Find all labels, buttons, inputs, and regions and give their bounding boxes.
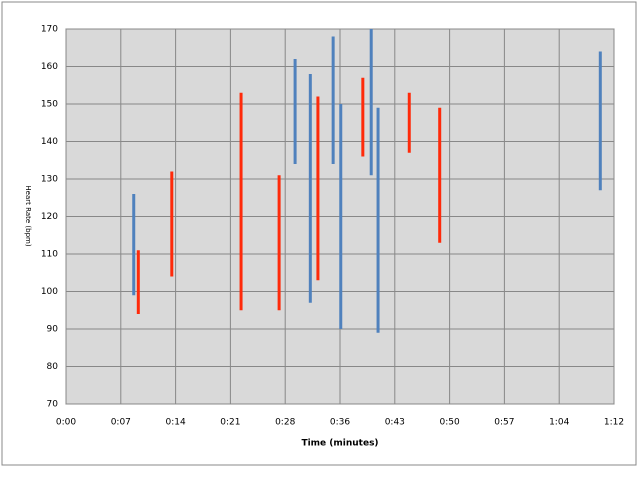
- y-tick-label: 140: [41, 137, 58, 147]
- y-tick-label: 100: [41, 287, 58, 297]
- x-axis-label: Time (minutes): [301, 439, 378, 449]
- y-tick-label: 150: [41, 100, 58, 110]
- x-tick-label: 1:12: [604, 418, 624, 428]
- x-tick-label: 0:28: [275, 418, 295, 428]
- y-tick-label: 170: [41, 25, 58, 35]
- y-tick-label: 80: [47, 362, 59, 372]
- y-tick-label: 160: [41, 62, 58, 72]
- y-axis-label: Heart Rate (bpm): [24, 185, 32, 246]
- x-tick-label: 0:07: [111, 418, 131, 428]
- x-tick-label: 1:04: [549, 418, 569, 428]
- y-tick-label: 70: [47, 400, 59, 410]
- x-tick-label: 0:50: [439, 418, 459, 428]
- x-tick-label: 0:21: [220, 418, 240, 428]
- x-tick-label: 0:00: [56, 418, 76, 428]
- y-tick-label: 120: [41, 212, 58, 222]
- x-tick-label: 0:14: [165, 418, 185, 428]
- y-tick-label: 130: [41, 175, 58, 185]
- x-tick-label: 0:36: [330, 418, 350, 428]
- y-tick-label: 90: [47, 325, 59, 335]
- x-tick-label: 0:43: [385, 418, 405, 428]
- x-tick-label: 0:57: [494, 418, 514, 428]
- y-tick-label: 110: [41, 250, 58, 260]
